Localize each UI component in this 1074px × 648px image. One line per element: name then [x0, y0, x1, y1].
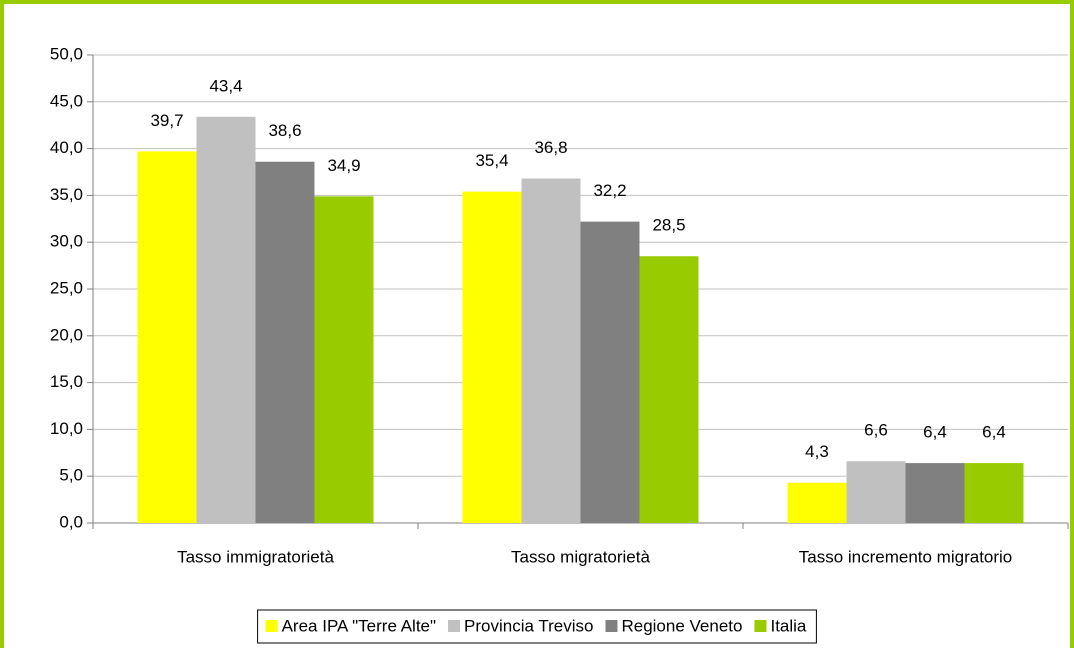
value-label: 32,2: [593, 181, 626, 200]
legend-label: Provincia Treviso: [464, 616, 593, 635]
legend-swatch: [754, 620, 767, 632]
y-tick-label: 30,0: [50, 232, 83, 251]
y-tick-label: 5,0: [59, 466, 83, 485]
legend-label: Regione Veneto: [621, 616, 742, 635]
y-tick-label: 20,0: [50, 325, 83, 344]
bar: [137, 151, 197, 523]
bar: [905, 463, 965, 523]
legend-swatch: [605, 620, 618, 632]
value-label: 4,3: [805, 442, 829, 461]
y-tick-label: 45,0: [50, 91, 83, 110]
value-label: 35,4: [475, 151, 508, 170]
bar: [846, 461, 906, 523]
value-label: 6,4: [923, 423, 947, 442]
legend-label: Area IPA "Terre Alte": [282, 616, 436, 635]
x-tick-label: Tasso migratorietà: [511, 547, 650, 566]
bar: [521, 178, 581, 523]
legend-box: [257, 609, 817, 644]
value-label: 43,4: [209, 76, 242, 95]
y-tick-label: 10,0: [50, 419, 83, 438]
legend-swatch: [448, 620, 461, 632]
bar: [255, 161, 315, 524]
x-tick-label: Tasso immigratorietà: [177, 547, 334, 566]
y-tick-label: 0,0: [59, 512, 83, 531]
value-label: 39,7: [150, 111, 183, 130]
legend-swatch: [265, 620, 278, 632]
value-label: 34,9: [327, 156, 360, 175]
value-label: 38,6: [268, 121, 301, 140]
bar: [462, 191, 522, 523]
bar: [964, 463, 1024, 523]
y-tick-label: 50,0: [50, 44, 83, 63]
bar: [787, 482, 847, 523]
bar: [639, 256, 699, 523]
legend: Area IPA "Terre Alte" Provincia Treviso Re…: [257, 609, 817, 644]
value-label: 28,5: [652, 216, 685, 235]
bar: [196, 116, 256, 523]
value-label: 6,6: [864, 421, 888, 440]
value-label: 36,8: [534, 138, 567, 157]
bar: [580, 221, 640, 523]
bar: [314, 196, 374, 523]
y-tick-label: 25,0: [50, 278, 83, 297]
x-tick-label: Tasso incremento migratorio: [799, 547, 1013, 566]
y-tick-label: 40,0: [50, 138, 83, 157]
value-label: 6,4: [982, 423, 1006, 442]
y-tick-label: 15,0: [50, 372, 83, 391]
y-tick-label: 35,0: [50, 185, 83, 204]
legend-label: Italia: [770, 616, 806, 635]
